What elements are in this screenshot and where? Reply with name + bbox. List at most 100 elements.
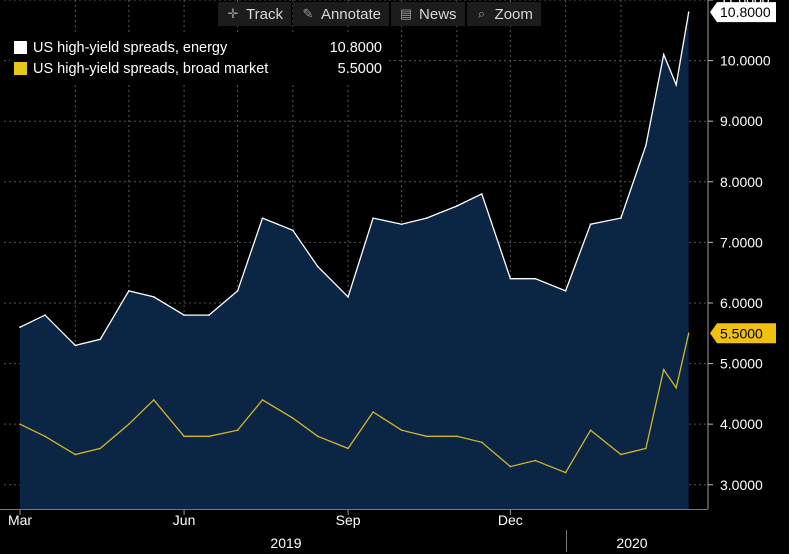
- news-label: News: [419, 5, 457, 23]
- energy-point: [316, 265, 319, 268]
- y-tick-label: 6.0000: [720, 295, 763, 311]
- crosshair-icon: ✛: [227, 6, 239, 21]
- legend-value-broad-market: 5.5000: [337, 60, 382, 77]
- x-year-label: 2019: [270, 535, 301, 551]
- annotate-label: Annotate: [320, 5, 382, 23]
- energy-last-value-tag: 10.8000: [710, 2, 776, 23]
- zoom-label: Zoom: [494, 5, 533, 23]
- broad-market-last-value-tag-bg: [710, 323, 776, 344]
- y-tick-label: 10.0000: [720, 53, 771, 69]
- last-value-tags: 10.8000 5.5000: [710, 2, 776, 344]
- energy-last-value-tag-bg: [710, 2, 776, 23]
- energy-point: [128, 290, 130, 292]
- broad-market-point: [74, 453, 77, 456]
- energy-point: [152, 296, 155, 298]
- magnifier-icon: ⌕: [477, 6, 486, 21]
- energy-point: [564, 290, 567, 292]
- x-tick-label: Sep: [336, 512, 361, 528]
- broad-market-point: [481, 441, 483, 444]
- y-tick-label: 4.0000: [720, 416, 763, 432]
- energy-point: [400, 223, 403, 226]
- energy-point: [645, 144, 647, 147]
- x-year-label: 2020: [616, 535, 647, 551]
- pencil-icon: ✎: [302, 6, 314, 21]
- broad-market-point: [534, 459, 537, 462]
- legend-item-broad-market[interactable]: US high-yield spreads, broad market 5.50…: [10, 58, 386, 79]
- legend-swatch-broad-market: [14, 62, 27, 75]
- chart-series: [19, 11, 690, 509]
- zoom-button[interactable]: ⌕ Zoom: [466, 2, 541, 26]
- energy-point: [481, 193, 483, 195]
- broad-market-point: [208, 435, 210, 438]
- broad-market-point: [292, 417, 294, 419]
- energy-point: [261, 217, 264, 219]
- news-button[interactable]: ▤ News: [391, 2, 465, 26]
- broad-market-point: [456, 435, 458, 438]
- energy-point: [74, 344, 77, 347]
- energy-last-value-tag-text: 10.8000: [720, 4, 771, 20]
- broad-market-point: [183, 435, 185, 438]
- legend-label-energy: US high-yield spreads, energy: [33, 39, 228, 56]
- y-axis: 3.0000 4.0000 5.0000 6.0000 7.0000 8.0000 9.00…: [707, 0, 771, 509]
- broad-market-point: [675, 387, 677, 389]
- x-axis-line: [0, 509, 708, 510]
- broad-market-point: [99, 447, 102, 450]
- energy-point: [456, 205, 458, 207]
- track-button[interactable]: ✛ Track: [218, 2, 291, 26]
- energy-point: [183, 314, 185, 316]
- news-icon: ▤: [399, 6, 413, 21]
- broad-market-point: [372, 411, 374, 413]
- energy-point: [534, 277, 537, 280]
- broad-market-point: [589, 429, 592, 432]
- energy-point: [292, 229, 294, 232]
- energy-point: [687, 11, 690, 13]
- legend-swatch-energy: [14, 41, 27, 54]
- energy-point: [347, 296, 349, 298]
- broad-market-point: [261, 399, 264, 401]
- broad-market-point: [152, 399, 155, 401]
- broad-market-point: [564, 471, 567, 474]
- x-tick-label: Mar: [8, 512, 32, 528]
- x-axis: Mar Jun Sep Dec 2019 2020: [8, 509, 648, 551]
- energy-point: [675, 84, 677, 86]
- energy-point: [99, 338, 102, 341]
- broad-market-point: [347, 447, 349, 450]
- y-tick-label: 9.0000: [720, 113, 763, 129]
- broad-market-point: [645, 447, 647, 450]
- broad-market-point: [128, 423, 130, 425]
- broad-market-point: [19, 423, 21, 425]
- x-tick-label: Jun: [173, 512, 196, 528]
- broad-market-point: [236, 429, 239, 432]
- energy-area: [20, 12, 689, 509]
- chart-toolbar: ✛ Track ✎ Annotate ▤ News ⌕ Zoom: [218, 2, 541, 26]
- broad-market-point: [620, 453, 622, 456]
- energy-point: [620, 217, 622, 219]
- y-tick-label: 8.0000: [720, 174, 763, 190]
- energy-point: [662, 53, 665, 56]
- broad-market-point: [400, 429, 403, 432]
- broad-market-last-value-tag-text: 5.5000: [720, 325, 763, 341]
- y-tick-label: 7.0000: [720, 234, 763, 250]
- energy-point: [425, 217, 428, 219]
- energy-point: [44, 314, 46, 316]
- track-label: Track: [246, 5, 283, 23]
- legend-label-broad-market: US high-yield spreads, broad market: [33, 60, 269, 77]
- energy-point: [509, 277, 512, 280]
- legend-item-energy[interactable]: US high-yield spreads, energy 10.8000: [10, 37, 386, 58]
- broad-market-point: [662, 368, 665, 371]
- annotate-button[interactable]: ✎ Annotate: [292, 2, 390, 26]
- energy-point: [236, 290, 239, 292]
- broad-market-last-value-tag: 5.5000: [710, 323, 776, 344]
- chart-legend: US high-yield spreads, energy 10.8000 US…: [10, 34, 386, 82]
- broad-market-point: [509, 465, 512, 468]
- broad-market-point: [316, 435, 319, 438]
- legend-value-energy: 10.8000: [329, 39, 382, 56]
- broad-market-point: [425, 435, 428, 438]
- broad-market-point: [687, 332, 690, 335]
- energy-point: [208, 314, 210, 316]
- year-divider: [566, 530, 567, 552]
- energy-point: [19, 326, 21, 329]
- y-tick-label: 5.0000: [720, 356, 763, 372]
- energy-point: [589, 223, 592, 226]
